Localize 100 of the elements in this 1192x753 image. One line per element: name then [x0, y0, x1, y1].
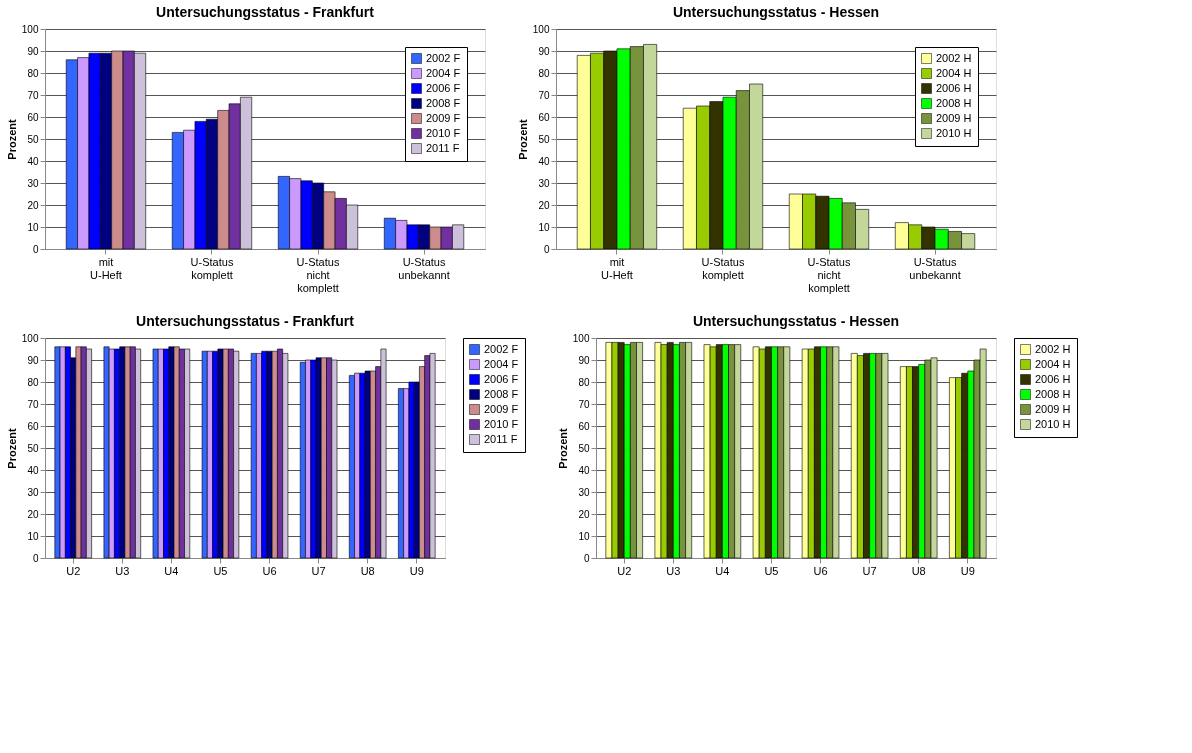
- y-tick-label: 20: [578, 508, 590, 520]
- x-tick-label: U4: [715, 564, 730, 577]
- legend-label: 2010 H: [936, 126, 972, 139]
- bar: [250, 353, 257, 559]
- x-tick-label: U3: [115, 564, 130, 577]
- x-tick-label: U8: [360, 564, 375, 577]
- x-tick-label: U9: [960, 564, 975, 577]
- x-tick-label: U-Status komplett: [701, 255, 745, 281]
- x-tick-label: U9: [409, 564, 424, 577]
- chart-title: Untersuchungsstatus - Hessen: [672, 4, 880, 20]
- legend-label: 2008 F: [484, 387, 519, 400]
- y-tick-label: 0: [583, 552, 590, 564]
- y-tick-label: 0: [543, 243, 550, 255]
- y-tick-label: 100: [21, 23, 39, 35]
- y-tick-label: 10: [578, 530, 590, 542]
- y-tick-label: 100: [21, 332, 39, 344]
- x-tick-label: mit U-Heft: [90, 255, 122, 281]
- bar: [152, 348, 159, 559]
- x-tick-label: U6: [813, 564, 828, 577]
- y-tick-label: 20: [27, 199, 39, 211]
- y-tick-label: 80: [27, 376, 39, 388]
- x-tick-label: U5: [764, 564, 779, 577]
- y-tick-label: 40: [538, 155, 550, 167]
- legend-label: 2006 H: [1035, 372, 1071, 385]
- y-tick-label: 90: [27, 354, 39, 366]
- x-tick-label: U3: [666, 564, 681, 577]
- y-tick-label: 80: [27, 67, 39, 79]
- y-tick-label: 70: [578, 398, 590, 410]
- legend-label: 2008 H: [1035, 387, 1071, 400]
- y-tick-label: 70: [27, 89, 39, 101]
- y-tick-label: 10: [538, 221, 550, 233]
- legend-label: 2002 F: [484, 342, 519, 355]
- x-tick-label: U-Status nicht komplett: [807, 255, 851, 294]
- bar: [103, 346, 110, 559]
- y-tick-label: 90: [578, 354, 590, 366]
- y-tick-label: 80: [578, 376, 590, 388]
- y-tick-label: 40: [27, 464, 39, 476]
- y-tick-label: 50: [578, 442, 590, 454]
- legend-label: 2009 F: [484, 402, 519, 415]
- y-axis-title: Prozent: [516, 119, 529, 160]
- y-tick-label: 100: [572, 332, 590, 344]
- legend-label: 2009 H: [936, 111, 972, 124]
- x-tick-label: U6: [262, 564, 277, 577]
- x-tick-label: U2: [66, 564, 81, 577]
- y-tick-label: 70: [27, 398, 39, 410]
- y-tick-label: 30: [578, 486, 590, 498]
- y-tick-label: 20: [538, 199, 550, 211]
- y-tick-label: 70: [538, 89, 550, 101]
- y-tick-label: 40: [27, 155, 39, 167]
- y-tick-label: 80: [538, 67, 550, 79]
- legend-label: 2004 F: [426, 66, 461, 79]
- y-axis-title: Prozent: [556, 428, 569, 469]
- chart-title: Untersuchungsstatus - Hessen: [692, 313, 900, 329]
- y-tick-label: 10: [27, 530, 39, 542]
- y-tick-label: 10: [27, 221, 39, 233]
- y-tick-label: 30: [27, 486, 39, 498]
- x-tick-label: U8: [911, 564, 926, 577]
- legend-label: 2004 H: [1035, 357, 1071, 370]
- x-tick-label: U-Status komplett: [190, 255, 234, 281]
- y-tick-label: 0: [32, 243, 39, 255]
- y-tick-label: 60: [578, 420, 590, 432]
- legend-label: 2009 H: [1035, 402, 1071, 415]
- legend-label: 2002 H: [1035, 342, 1071, 355]
- legend-label: 2002 F: [426, 51, 461, 64]
- y-tick-label: 50: [27, 133, 39, 145]
- legend-label: 2002 H: [936, 51, 972, 64]
- y-tick-label: 20: [27, 508, 39, 520]
- legend-label: 2011 F: [484, 432, 518, 445]
- legend-label: 2004 F: [484, 357, 519, 370]
- y-tick-label: 50: [538, 133, 550, 145]
- legend-label: 2011 F: [426, 141, 460, 154]
- legend-label: 2010 H: [1035, 417, 1071, 430]
- y-tick-label: 90: [27, 45, 39, 57]
- chart-title: Untersuchungsstatus - Frankfurt: [136, 313, 355, 329]
- legend-label: 2008 F: [426, 96, 461, 109]
- legend-label: 2009 F: [426, 111, 461, 124]
- y-tick-label: 30: [27, 177, 39, 189]
- y-tick-label: 60: [27, 420, 39, 432]
- legend-label: 2008 H: [936, 96, 972, 109]
- y-tick-label: 0: [32, 552, 39, 564]
- x-tick-label: U7: [862, 564, 877, 577]
- x-tick-label: U5: [213, 564, 228, 577]
- y-tick-label: 30: [538, 177, 550, 189]
- x-tick-label: U4: [164, 564, 179, 577]
- legend-label: 2006 F: [426, 81, 461, 94]
- legend-label: 2004 H: [936, 66, 972, 79]
- x-tick-label: U7: [311, 564, 326, 577]
- chart-title: Untersuchungsstatus - Frankfurt: [156, 4, 375, 20]
- y-tick-label: 100: [532, 23, 550, 35]
- x-tick-label: mit U-Heft: [601, 255, 633, 281]
- y-tick-label: 50: [27, 442, 39, 454]
- y-axis-title: Prozent: [5, 428, 18, 469]
- bar: [201, 350, 208, 559]
- legend-label: 2010 F: [426, 126, 461, 139]
- y-axis-title: Prozent: [5, 119, 18, 160]
- x-tick-label: U-Status unbekannt: [909, 255, 961, 281]
- legend-label: 2010 F: [484, 417, 519, 430]
- y-tick-label: 60: [27, 111, 39, 123]
- y-tick-label: 40: [578, 464, 590, 476]
- legend-label: 2006 F: [484, 372, 519, 385]
